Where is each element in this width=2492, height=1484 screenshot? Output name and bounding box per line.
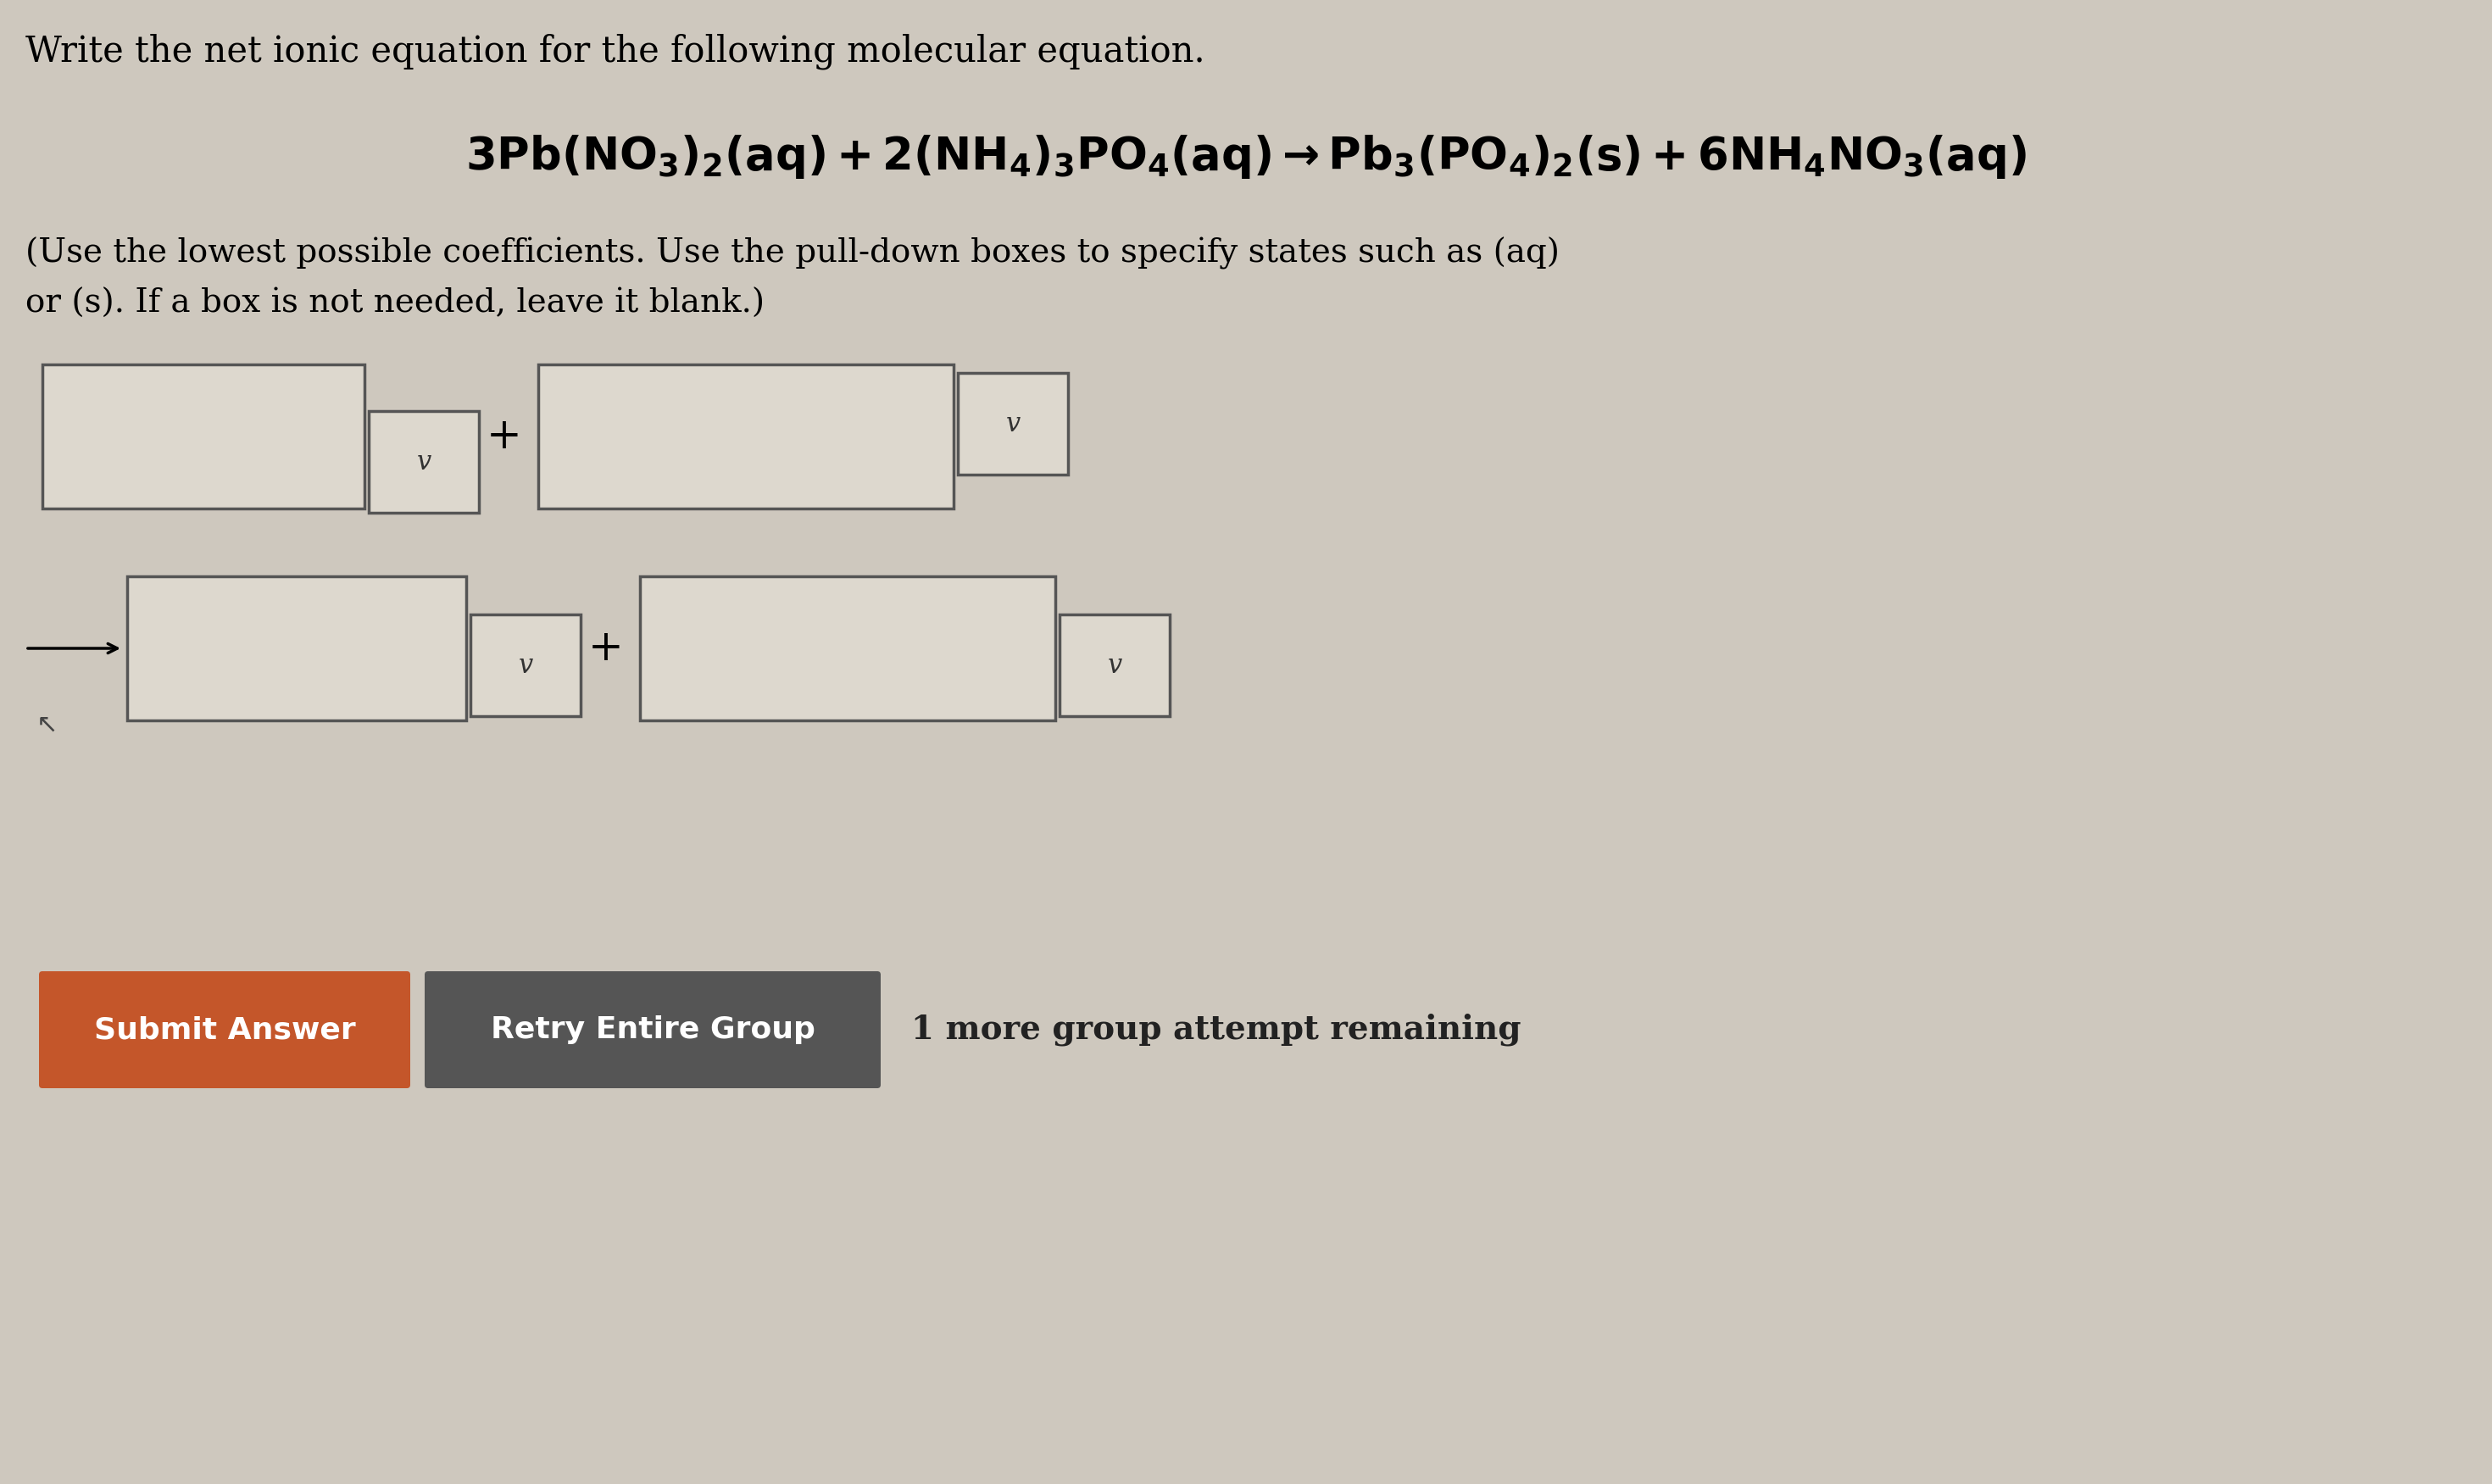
FancyBboxPatch shape — [40, 971, 411, 1088]
Bar — [471, 614, 581, 717]
Text: $\mathbf{3Pb(NO_3)_2}$$\mathbf{(aq) + 2(NH_4)_3PO_4(aq) \rightarrow Pb_3(PO_4)_2: $\mathbf{3Pb(NO_3)_2}$$\mathbf{(aq) + 2(… — [466, 134, 2026, 181]
Text: or (s). If a box is not needed, leave it blank.): or (s). If a box is not needed, leave it… — [25, 288, 765, 319]
Text: 1 more group attempt remaining: 1 more group attempt remaining — [912, 1014, 1520, 1046]
Bar — [42, 365, 364, 509]
Bar — [127, 576, 466, 720]
Text: v: v — [518, 651, 533, 678]
Text: v: v — [1007, 411, 1019, 436]
Bar — [1059, 614, 1169, 717]
Text: Retry Entire Group: Retry Entire Group — [491, 1015, 815, 1045]
Text: v: v — [1106, 651, 1121, 678]
Bar — [369, 411, 478, 513]
Text: +: + — [588, 628, 623, 669]
Bar — [957, 372, 1069, 475]
Text: v: v — [416, 448, 431, 475]
Text: Submit Answer: Submit Answer — [95, 1015, 356, 1045]
Text: Write the net ionic equation for the following molecular equation.: Write the net ionic equation for the fol… — [25, 34, 1206, 70]
Text: ↖: ↖ — [35, 712, 57, 738]
Bar — [640, 576, 1054, 720]
FancyBboxPatch shape — [424, 971, 880, 1088]
Bar — [538, 365, 954, 509]
Text: (Use the lowest possible coefficients. Use the pull-down boxes to specify states: (Use the lowest possible coefficients. U… — [25, 237, 1560, 270]
Text: +: + — [486, 416, 521, 457]
